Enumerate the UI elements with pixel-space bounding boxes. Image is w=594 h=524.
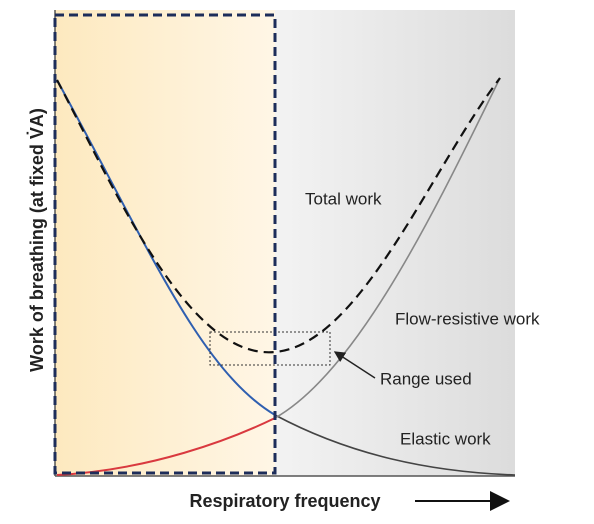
total-work-label: Total work bbox=[305, 189, 382, 208]
range-box bbox=[209, 331, 331, 366]
elastic-curve bbox=[274, 414, 516, 476]
elastic-curve-highlight bbox=[56, 79, 276, 416]
flow-resistive-curve bbox=[274, 77, 501, 419]
elastic-label: Elastic work bbox=[400, 429, 491, 448]
range-region bbox=[55, 10, 275, 476]
y-axis-title: Work of breathing (at fixed V̇A) bbox=[26, 108, 47, 372]
total-work-curve bbox=[56, 77, 501, 354]
range-pointer bbox=[333, 351, 376, 379]
x-axis-title: Respiratory frequency bbox=[189, 491, 380, 511]
flow-resistive-label: Flow-resistive work bbox=[395, 309, 540, 328]
range-label: Range used bbox=[380, 369, 472, 388]
highlight-frame bbox=[53, 13, 277, 475]
